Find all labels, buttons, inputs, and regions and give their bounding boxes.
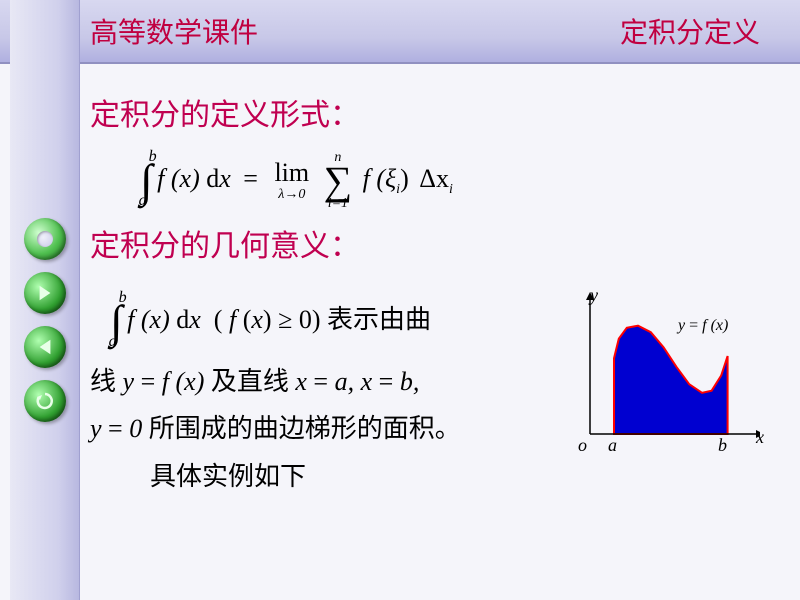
- slide-content: 定积分的定义形式： ∫ba f (x) dx = lim λ→0 n ∑ i=1…: [90, 80, 780, 590]
- x-axis-label: x: [756, 427, 764, 448]
- txt-line: 线: [90, 367, 116, 396]
- area-chart: y x o a b y = f (x): [560, 289, 760, 469]
- formula-definition: ∫ba f (x) dx = lim λ→0 n ∑ i=1 f (ξi) Δx…: [140, 148, 780, 211]
- a-label: a: [608, 435, 617, 456]
- int-lower: a: [139, 192, 147, 209]
- nav-next-button[interactable]: [24, 272, 66, 314]
- origin-label: o: [578, 435, 587, 456]
- txt-enclosed: 所围成的曲边梯形的面积。: [149, 414, 461, 443]
- header-right: 定积分定义: [620, 11, 760, 51]
- curve-eq: y = f (x): [123, 367, 211, 396]
- summand: f (ξi) Δxi: [363, 164, 453, 193]
- nav-reload-button[interactable]: [24, 380, 66, 422]
- txt-example: 具体实例如下: [150, 462, 306, 491]
- int-upper: b: [149, 148, 157, 165]
- header-left: 高等数学课件: [90, 11, 258, 51]
- equals: =: [243, 164, 258, 193]
- b-label: b: [718, 435, 727, 456]
- sidebar: [10, 0, 80, 600]
- integrand: f (x) dx: [157, 164, 231, 193]
- nav-prev-button[interactable]: [24, 326, 66, 368]
- sum-block: n ∑ i=1: [324, 151, 353, 211]
- y0: y = 0: [90, 414, 142, 443]
- txt-represents: 表示由曲: [327, 305, 431, 334]
- y-axis-label: y: [590, 285, 598, 306]
- txt-andline: 及直线: [211, 367, 289, 396]
- heading-definition: 定积分的定义形式：: [90, 90, 780, 134]
- lines-eq: x = a, x = b,: [295, 367, 419, 396]
- header-bar: 高等数学课件 定积分定义: [0, 0, 800, 64]
- geometric-text: ∫ba f (x) dx ( f (x) ≥ 0) 表示由曲 线 y = f (…: [90, 279, 560, 503]
- condition: ( f (x) ≥ 0): [214, 305, 321, 334]
- integrand-2: f (x) dx: [127, 305, 201, 334]
- nav-home-button[interactable]: [24, 218, 66, 260]
- curve-label: y = f (x): [678, 317, 728, 335]
- heading-geometric: 定积分的几何意义：: [90, 221, 780, 265]
- limit-block: lim λ→0: [274, 160, 309, 202]
